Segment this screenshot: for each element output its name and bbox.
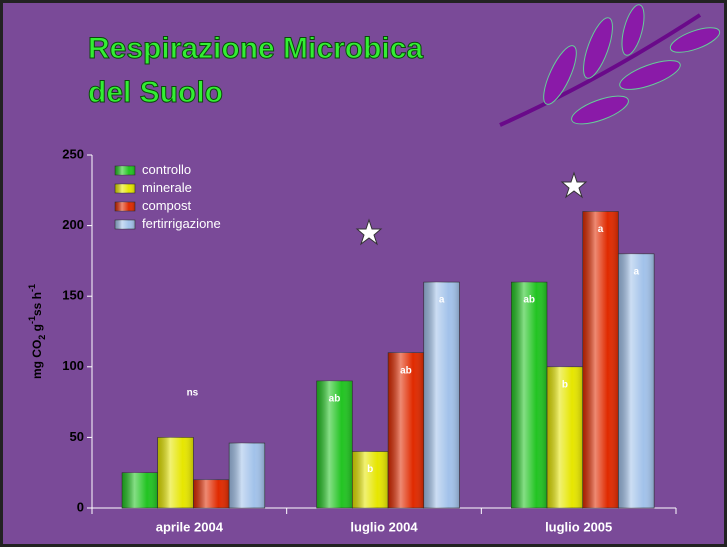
legend-label: compost: [142, 198, 192, 213]
y-axis-label: mg CO2 g-1ss h-1: [27, 284, 47, 379]
legend-swatch-shine: [115, 202, 135, 211]
significance-letter: ab: [523, 295, 535, 306]
star: [355, 218, 383, 246]
bar-shine: [511, 282, 548, 508]
bar-shine: [547, 366, 583, 508]
bar-shine: [388, 352, 424, 508]
x-tick-label: luglio 2004: [350, 519, 418, 534]
bar-shine: [352, 451, 389, 508]
leaf-decoration: [499, 4, 721, 127]
significance-letter: a: [634, 266, 640, 277]
y-axis-label-part: -1: [27, 284, 37, 292]
bar-shine: [122, 472, 158, 508]
y-axis-label-part: ss h: [30, 292, 44, 316]
y-axis-label-part: mg CO: [30, 340, 44, 379]
bar-shine: [229, 443, 265, 508]
significance-letter: ab: [329, 394, 341, 405]
y-tick-label: 250: [62, 146, 84, 161]
significance-letter: a: [598, 224, 604, 235]
significance-letter: ab: [400, 365, 412, 376]
significance-letter: b: [367, 464, 373, 475]
y-tick-label: 100: [62, 358, 84, 373]
title-line: del Suolo: [88, 76, 223, 109]
legend-swatch-shine: [115, 220, 135, 229]
bar-shine: [423, 282, 460, 508]
y-axis-label-part: g: [30, 324, 44, 335]
significance-letter: b: [562, 379, 568, 390]
star: [560, 171, 588, 199]
bar-shine: [316, 380, 353, 508]
legend-swatch-shine: [115, 184, 135, 193]
bar-shine: [193, 479, 230, 508]
bar-shine: [157, 437, 194, 508]
group-note: ns: [187, 388, 199, 399]
legend-label: minerale: [142, 180, 192, 195]
y-tick-label: 0: [77, 499, 84, 514]
legend-label: fertirrigazione: [142, 216, 221, 231]
legend-label: controllo: [142, 162, 191, 177]
y-tick-label: 200: [62, 217, 84, 232]
bar-shine: [582, 211, 619, 509]
title-line: Respirazione Microbica: [88, 32, 423, 65]
y-tick-label: 150: [62, 288, 84, 303]
significance-letter: a: [439, 295, 445, 306]
x-tick-label: aprile 2004: [156, 519, 224, 534]
legend-swatch-shine: [115, 166, 135, 175]
y-axis-label-part: 2: [37, 335, 47, 340]
x-tick-label: luglio 2005: [545, 519, 612, 534]
bar-shine: [618, 253, 655, 508]
y-axis-label-part: -1: [27, 316, 37, 324]
y-tick-label: 50: [70, 429, 84, 444]
